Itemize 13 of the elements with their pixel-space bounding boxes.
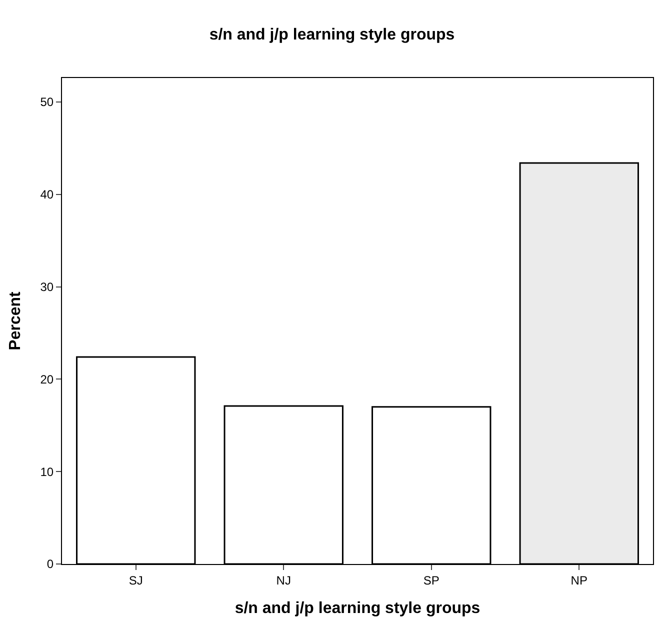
- y-tick-label: 50: [40, 95, 54, 110]
- x-tick-label: NP: [570, 573, 588, 588]
- y-axis-title: Percent: [7, 290, 24, 350]
- y-tick-label: 10: [40, 464, 54, 479]
- y-tick-label: 20: [40, 372, 54, 386]
- x-tick-label: NJ: [276, 573, 291, 588]
- y-tick-label: 0: [46, 557, 54, 572]
- chart-title: s/n and j/p learning style groups: [209, 26, 455, 44]
- x-tick-label: SJ: [128, 573, 143, 588]
- y-tick-label: 30: [40, 280, 54, 294]
- x-tick-label: SP: [423, 573, 440, 588]
- x-axis-title: s/n and j/p learning style groups: [234, 600, 480, 618]
- y-tick-label: 40: [40, 188, 54, 202]
